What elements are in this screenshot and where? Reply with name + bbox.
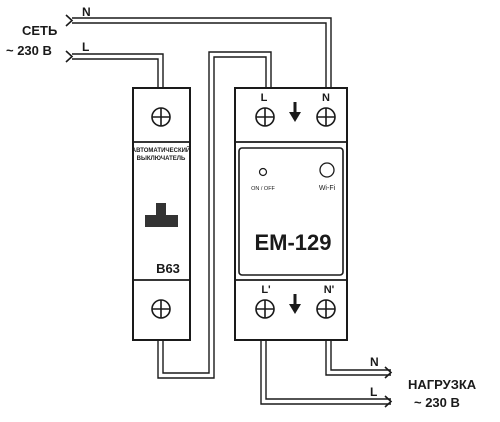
power-led-icon <box>258 167 268 177</box>
wire-terminal-arrows <box>65 14 393 408</box>
device-model: EM-129 <box>254 230 331 255</box>
breaker-to-device-wire <box>157 51 272 379</box>
circuit-breaker: АВТОМАТИЧЕСКИЙ ВЫКЛЮЧАТЕЛЬ B63 <box>132 87 191 341</box>
load-l-arrow-icon <box>384 395 393 408</box>
load-phase-wire <box>260 340 391 405</box>
bottom-arrow-down-icon <box>289 294 301 314</box>
supply-n-arrow-icon <box>65 14 74 27</box>
wifi-button[interactable] <box>319 162 335 178</box>
supply-l-arrow-icon <box>65 50 74 63</box>
load-n-arrow-icon <box>384 366 393 379</box>
device-top-n-label: N <box>322 92 330 104</box>
wifi-button-label: Wi-Fi <box>319 185 336 192</box>
wires <box>72 17 391 405</box>
device-top-n-screw-icon <box>316 107 336 127</box>
supply-l-label: L <box>82 40 89 54</box>
load-title: НАГРУЗКА <box>408 377 477 392</box>
load-voltage: ~ 230 В <box>414 395 460 410</box>
breaker-top-screw-icon <box>151 107 171 127</box>
supply-neutral-wire <box>72 17 332 88</box>
device-bottom-l-label: L' <box>261 284 271 296</box>
device-front-panel <box>238 147 344 276</box>
device-bottom-n-label: N' <box>324 284 335 296</box>
led-label: ON / OFF <box>251 186 275 192</box>
supply-phase-wire <box>72 53 164 88</box>
em129-device: L N ON / OFF Wi-Fi EM-129 L' N' <box>234 87 348 341</box>
breaker-handle-icon <box>145 203 178 227</box>
device-bottom-l-screw-icon <box>255 299 275 319</box>
breaker-caption-line1: АВТОМАТИЧЕСКИЙ <box>132 146 190 154</box>
load-l-label: L <box>370 385 377 399</box>
device-bottom-n-screw-icon <box>316 299 336 319</box>
breaker-bottom-screw-icon <box>151 299 171 319</box>
breaker-rating: B63 <box>156 261 180 276</box>
device-top-l-label: L <box>261 92 268 104</box>
supply-title: СЕТЬ <box>22 23 57 38</box>
supply-voltage: ~ 230 В <box>6 43 52 58</box>
supply-n-label: N <box>82 5 91 19</box>
top-arrow-down-icon <box>289 102 301 122</box>
supply-labels: СЕТЬ ~ 230 В N L <box>6 5 91 58</box>
load-n-label: N <box>370 355 379 369</box>
breaker-caption-line2: ВЫКЛЮЧАТЕЛЬ <box>137 156 186 162</box>
load-labels: N L НАГРУЗКА ~ 230 В <box>370 355 477 410</box>
load-neutral-wire <box>325 340 391 376</box>
device-top-l-screw-icon <box>255 107 275 127</box>
